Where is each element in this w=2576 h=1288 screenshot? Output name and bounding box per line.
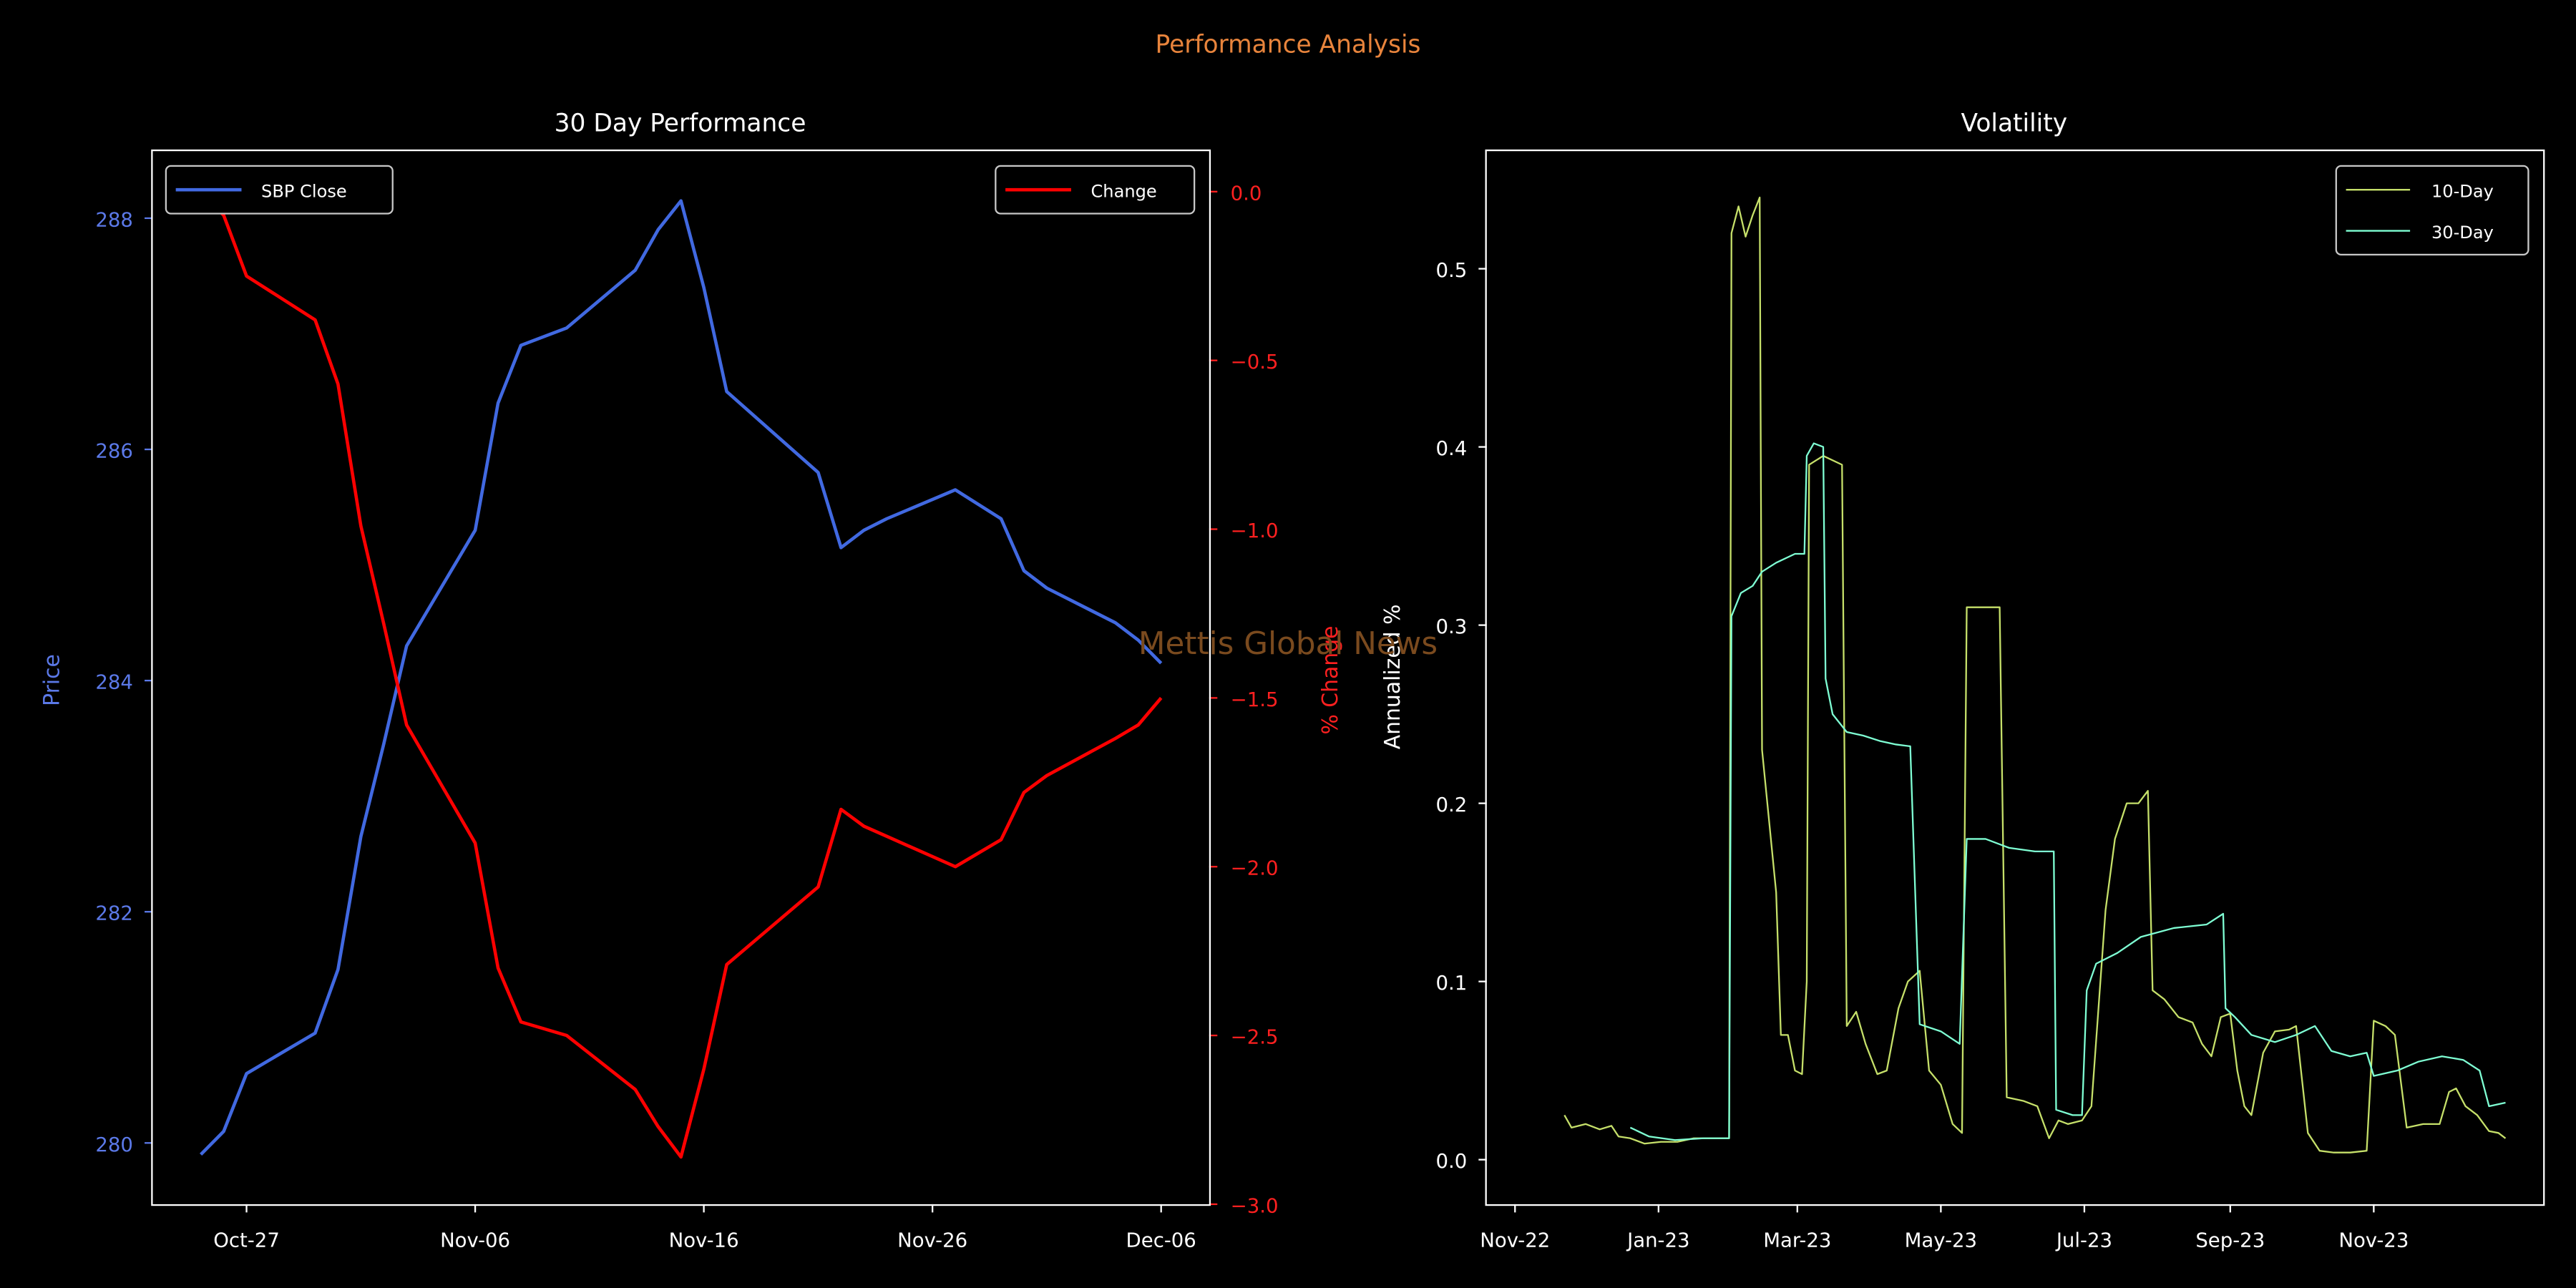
- vol10-series-line: [1563, 196, 2507, 1153]
- watermark: Mettis Global News: [1138, 626, 1438, 662]
- right-y-tick-label: −1.5: [1231, 688, 1279, 711]
- volatility-y-tick-label: 0.1: [1435, 972, 1467, 995]
- left-chart-title: 30 Day Performance: [555, 109, 806, 138]
- legend-change: Change: [995, 165, 1196, 215]
- legend-change-label: Change: [1091, 182, 1156, 202]
- left-x-tick-label: Nov-26: [897, 1229, 967, 1252]
- volatility-y-tick-label: 0.2: [1435, 794, 1467, 816]
- volatility-y-axis-label: Annualized %: [1380, 605, 1405, 750]
- right-y-tick-label: 0.0: [1231, 182, 1262, 205]
- volatility-x-tick-label: Jan-23: [1626, 1229, 1689, 1252]
- legend-vol10-label: 10-Day: [2431, 182, 2494, 202]
- right-y-tick-label: −2.0: [1231, 857, 1279, 880]
- left-y-tick-label: 286: [95, 439, 133, 462]
- volatility-x-tick-label: Nov-23: [2338, 1229, 2409, 1252]
- volatility-y-tick-label: 0.5: [1435, 259, 1467, 282]
- left-x-tick-label: Dec-06: [1126, 1229, 1196, 1252]
- legend-price-box: [165, 165, 394, 215]
- volatility-x-tick-label: Nov-22: [1480, 1229, 1550, 1252]
- left-plot-area: Oct-27 Nov-06 Nov-16 Nov-26 Dec-06 280 282 284 2…: [95, 182, 1278, 1252]
- right-axes-frame: [1485, 149, 2545, 1206]
- legend-change-box: [995, 165, 1196, 215]
- legend-price-label: SBP Close: [261, 182, 347, 202]
- left-axes-frame: [151, 149, 1211, 1206]
- volatility-x-tick-label: Sep-23: [2195, 1229, 2265, 1252]
- left-y-tick-label: 284: [95, 671, 133, 694]
- legend-volatility: 10-Day 30-Day: [2335, 165, 2529, 256]
- volatility-x-tick-label: Mar-23: [1763, 1229, 1831, 1252]
- figure-suptitle: Performance Analysis: [1156, 30, 1421, 59]
- vol30-series-line: [1629, 442, 2506, 1141]
- price-series-line: [199, 199, 1163, 1156]
- volatility-x-tick-label: Jul-23: [2055, 1229, 2112, 1252]
- left-y-tick-label: 280: [95, 1133, 133, 1156]
- left-y-tick-label: 282: [95, 902, 133, 925]
- right-y-tick-label: −3.0: [1231, 1194, 1279, 1217]
- left-y-tick-label: 288: [95, 208, 133, 231]
- left-x-tick-label: Oct-27: [213, 1229, 280, 1252]
- right-y-axis-label: % Change: [1318, 625, 1343, 734]
- volatility-x-tick-label: May-23: [1905, 1229, 1977, 1252]
- right-chart-title: Volatility: [1961, 109, 2067, 138]
- legend-price: SBP Close: [165, 165, 394, 215]
- volatility-plot-area: Nov-22 Jan-23 Mar-23 May-23 Jul-23 Sep-23 Nov-…: [1435, 196, 2507, 1252]
- legend-volatility-box: [2335, 165, 2529, 256]
- legend-vol30-label: 30-Day: [2431, 223, 2494, 243]
- right-y-tick-label: −0.5: [1231, 351, 1279, 374]
- right-y-tick-label: −1.0: [1231, 519, 1279, 542]
- right-y-tick-label: −2.5: [1231, 1026, 1279, 1049]
- left-y-axis-label: Price: [40, 654, 65, 706]
- change-series-line: [199, 190, 1163, 1159]
- volatility-y-tick-label: 0.4: [1435, 437, 1467, 460]
- left-x-tick-label: Nov-16: [669, 1229, 739, 1252]
- volatility-y-tick-label: 0.3: [1435, 615, 1467, 638]
- volatility-y-tick-label: 0.0: [1435, 1150, 1467, 1173]
- left-x-tick-label: Nov-06: [440, 1229, 510, 1252]
